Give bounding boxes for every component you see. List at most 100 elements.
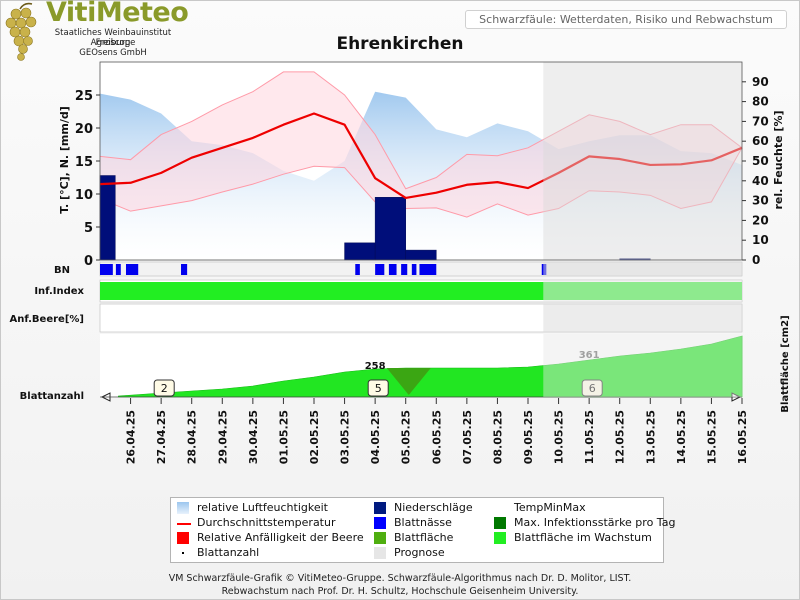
- legend-label: Prognose: [394, 546, 445, 559]
- y-right-tick-label: 20: [752, 213, 769, 227]
- leaf-wetness-mark: [388, 264, 397, 275]
- leaf-wetness-mark: [419, 264, 437, 275]
- color-swatch-icon: [494, 532, 506, 544]
- y-left-tick-label: 0: [84, 254, 93, 269]
- leaf-wetness-mark: [125, 264, 139, 275]
- logo-line: Agroscope: [90, 38, 136, 48]
- forecast-overlay: [543, 334, 742, 397]
- legend-label: Max. Infektionsstärke pro Tag: [514, 516, 676, 529]
- y-left-tick-label: 25: [75, 89, 93, 104]
- leaf-wetness-mark: [100, 264, 113, 275]
- y-right-tick-label: 40: [752, 174, 769, 188]
- forecast-overlay: [543, 262, 742, 276]
- leaf-wetness-mark: [375, 264, 385, 275]
- color-swatch-icon: [494, 517, 506, 529]
- legend-label: Durchschnittstemperatur: [197, 516, 336, 529]
- logo: VitiMeteo Staatliches Weinbauinstitut Fr…: [2, 0, 202, 62]
- temp-minmax-band: [100, 71, 742, 218]
- y-axis-left-label: T. [°C], N. [mm/d]: [58, 106, 71, 214]
- leaf-area-value: 361: [579, 350, 600, 361]
- footer-line-1: VM Schwarzfäule-Grafik © VitiMeteo-Grupp…: [168, 573, 632, 584]
- temp-max-line: [99, 71, 743, 190]
- leaf-area-value: 258: [365, 361, 386, 372]
- row-label-berry: Anf.Beere[%]: [9, 314, 84, 325]
- y-left-tick-label: 15: [75, 155, 93, 170]
- x-tick-label: 06.05.25: [430, 410, 443, 464]
- x-tick-label: 30.04.25: [247, 410, 260, 464]
- legend-label: Relative Anfälligkeit der Beere: [197, 531, 364, 544]
- leaf-wetness-mark: [411, 264, 417, 275]
- x-tick-label: 14.05.25: [675, 410, 688, 464]
- y-right-tick-label: 0: [752, 253, 760, 267]
- y-left-tick-label: 10: [75, 188, 93, 203]
- leaf-wetness-mark: [181, 264, 188, 275]
- y-axis-leaf-label: Blattfläche [cm2]: [780, 315, 791, 412]
- x-tick-label: 11.05.25: [583, 410, 596, 464]
- leaf-wetness-mark: [115, 264, 121, 275]
- dot-swatch-icon: [182, 552, 184, 554]
- forecast-overlay: [543, 280, 742, 302]
- legend: relative Luftfeuchtigkeit Durchschnittste…: [170, 497, 675, 563]
- y-right-tick-label: 10: [752, 233, 769, 247]
- x-tick-label: 12.05.25: [614, 410, 627, 464]
- leaf-wetness-mark: [401, 264, 408, 275]
- legend-label: Blattanzahl: [197, 546, 260, 559]
- chart-title: Ehrenkirchen: [336, 34, 464, 54]
- leaf-count-box: [153, 379, 175, 397]
- color-swatch-icon: [374, 547, 386, 559]
- footer-line-2: Rebwachstum nach Prof. Dr. H. Schultz, H…: [221, 586, 579, 597]
- x-tick-label: 28.04.25: [186, 410, 199, 464]
- x-tick-label: 13.05.25: [644, 410, 657, 464]
- leaf-count-value: 5: [375, 382, 382, 395]
- y-right-tick-label: 30: [752, 194, 769, 208]
- y-left-tick-label: 5: [84, 221, 93, 236]
- legend-label: relative Luftfeuchtigkeit: [197, 501, 328, 514]
- y-right-tick-label: 80: [752, 95, 769, 109]
- y-axis-right-label: rel. Feuchte [%]: [772, 111, 785, 210]
- x-tick-label: 03.05.25: [339, 410, 352, 464]
- x-tick-label: 27.04.25: [155, 410, 168, 464]
- line-swatch-icon: [177, 523, 191, 525]
- empty-swatch-icon: [494, 502, 506, 514]
- header-subtitle: Schwarzfäule: Wetterdaten, Risiko und Re…: [465, 10, 787, 29]
- x-tick-label: 09.05.25: [522, 410, 535, 464]
- y-right-tick-label: 60: [752, 134, 769, 148]
- logo-line: Staatliches Weinbauinstitut Freiburg: [54, 28, 172, 48]
- y-right-tick-label: 90: [752, 75, 769, 89]
- row-label-leafcount: Blattanzahl: [20, 391, 84, 402]
- precipitation-bar: [99, 175, 116, 261]
- leaf-count-value: 2: [161, 382, 168, 395]
- x-tick-label: 07.05.25: [461, 410, 474, 464]
- x-tick-label: 29.04.25: [216, 410, 229, 464]
- color-swatch-icon: [374, 517, 386, 529]
- row-label-infindex: Inf.Index: [34, 286, 84, 297]
- legend-label: Blattfläche: [394, 531, 454, 544]
- humidity-swatch-icon: [177, 502, 189, 514]
- x-tick-label: 04.05.25: [369, 410, 382, 464]
- leaf-area-marker: [386, 368, 431, 395]
- y-right-tick-label: 70: [752, 114, 769, 128]
- color-swatch-icon: [177, 532, 189, 544]
- footer: VM Schwarzfäule-Grafik © VitiMeteo-Grupp…: [0, 572, 800, 598]
- x-tick-label: 08.05.25: [491, 410, 504, 464]
- precipitation-bar: [344, 242, 376, 261]
- temperature-avg-line: [99, 112, 743, 200]
- legend-label: TempMinMax: [514, 501, 586, 514]
- x-tick-label: 26.04.25: [125, 410, 138, 464]
- legend-label: Niederschläge: [394, 501, 473, 514]
- y-left-tick-label: 20: [75, 122, 93, 137]
- forecast-overlay: [543, 304, 742, 332]
- x-tick-label: 05.05.25: [400, 410, 413, 464]
- color-swatch-icon: [374, 532, 386, 544]
- logo-title: VitiMeteo: [46, 0, 189, 28]
- humidity-area: [100, 91, 742, 260]
- leaf-count-value: 6: [589, 382, 596, 395]
- leaf-wetness-mark: [355, 264, 360, 275]
- precipitation-bar: [374, 197, 406, 261]
- x-tick-label: 02.05.25: [308, 410, 321, 464]
- forecast-overlay: [543, 62, 742, 260]
- precipitation-bar: [405, 249, 437, 261]
- x-tick-label: 15.05.25: [705, 410, 718, 464]
- x-tick-label: 16.05.25: [736, 410, 749, 464]
